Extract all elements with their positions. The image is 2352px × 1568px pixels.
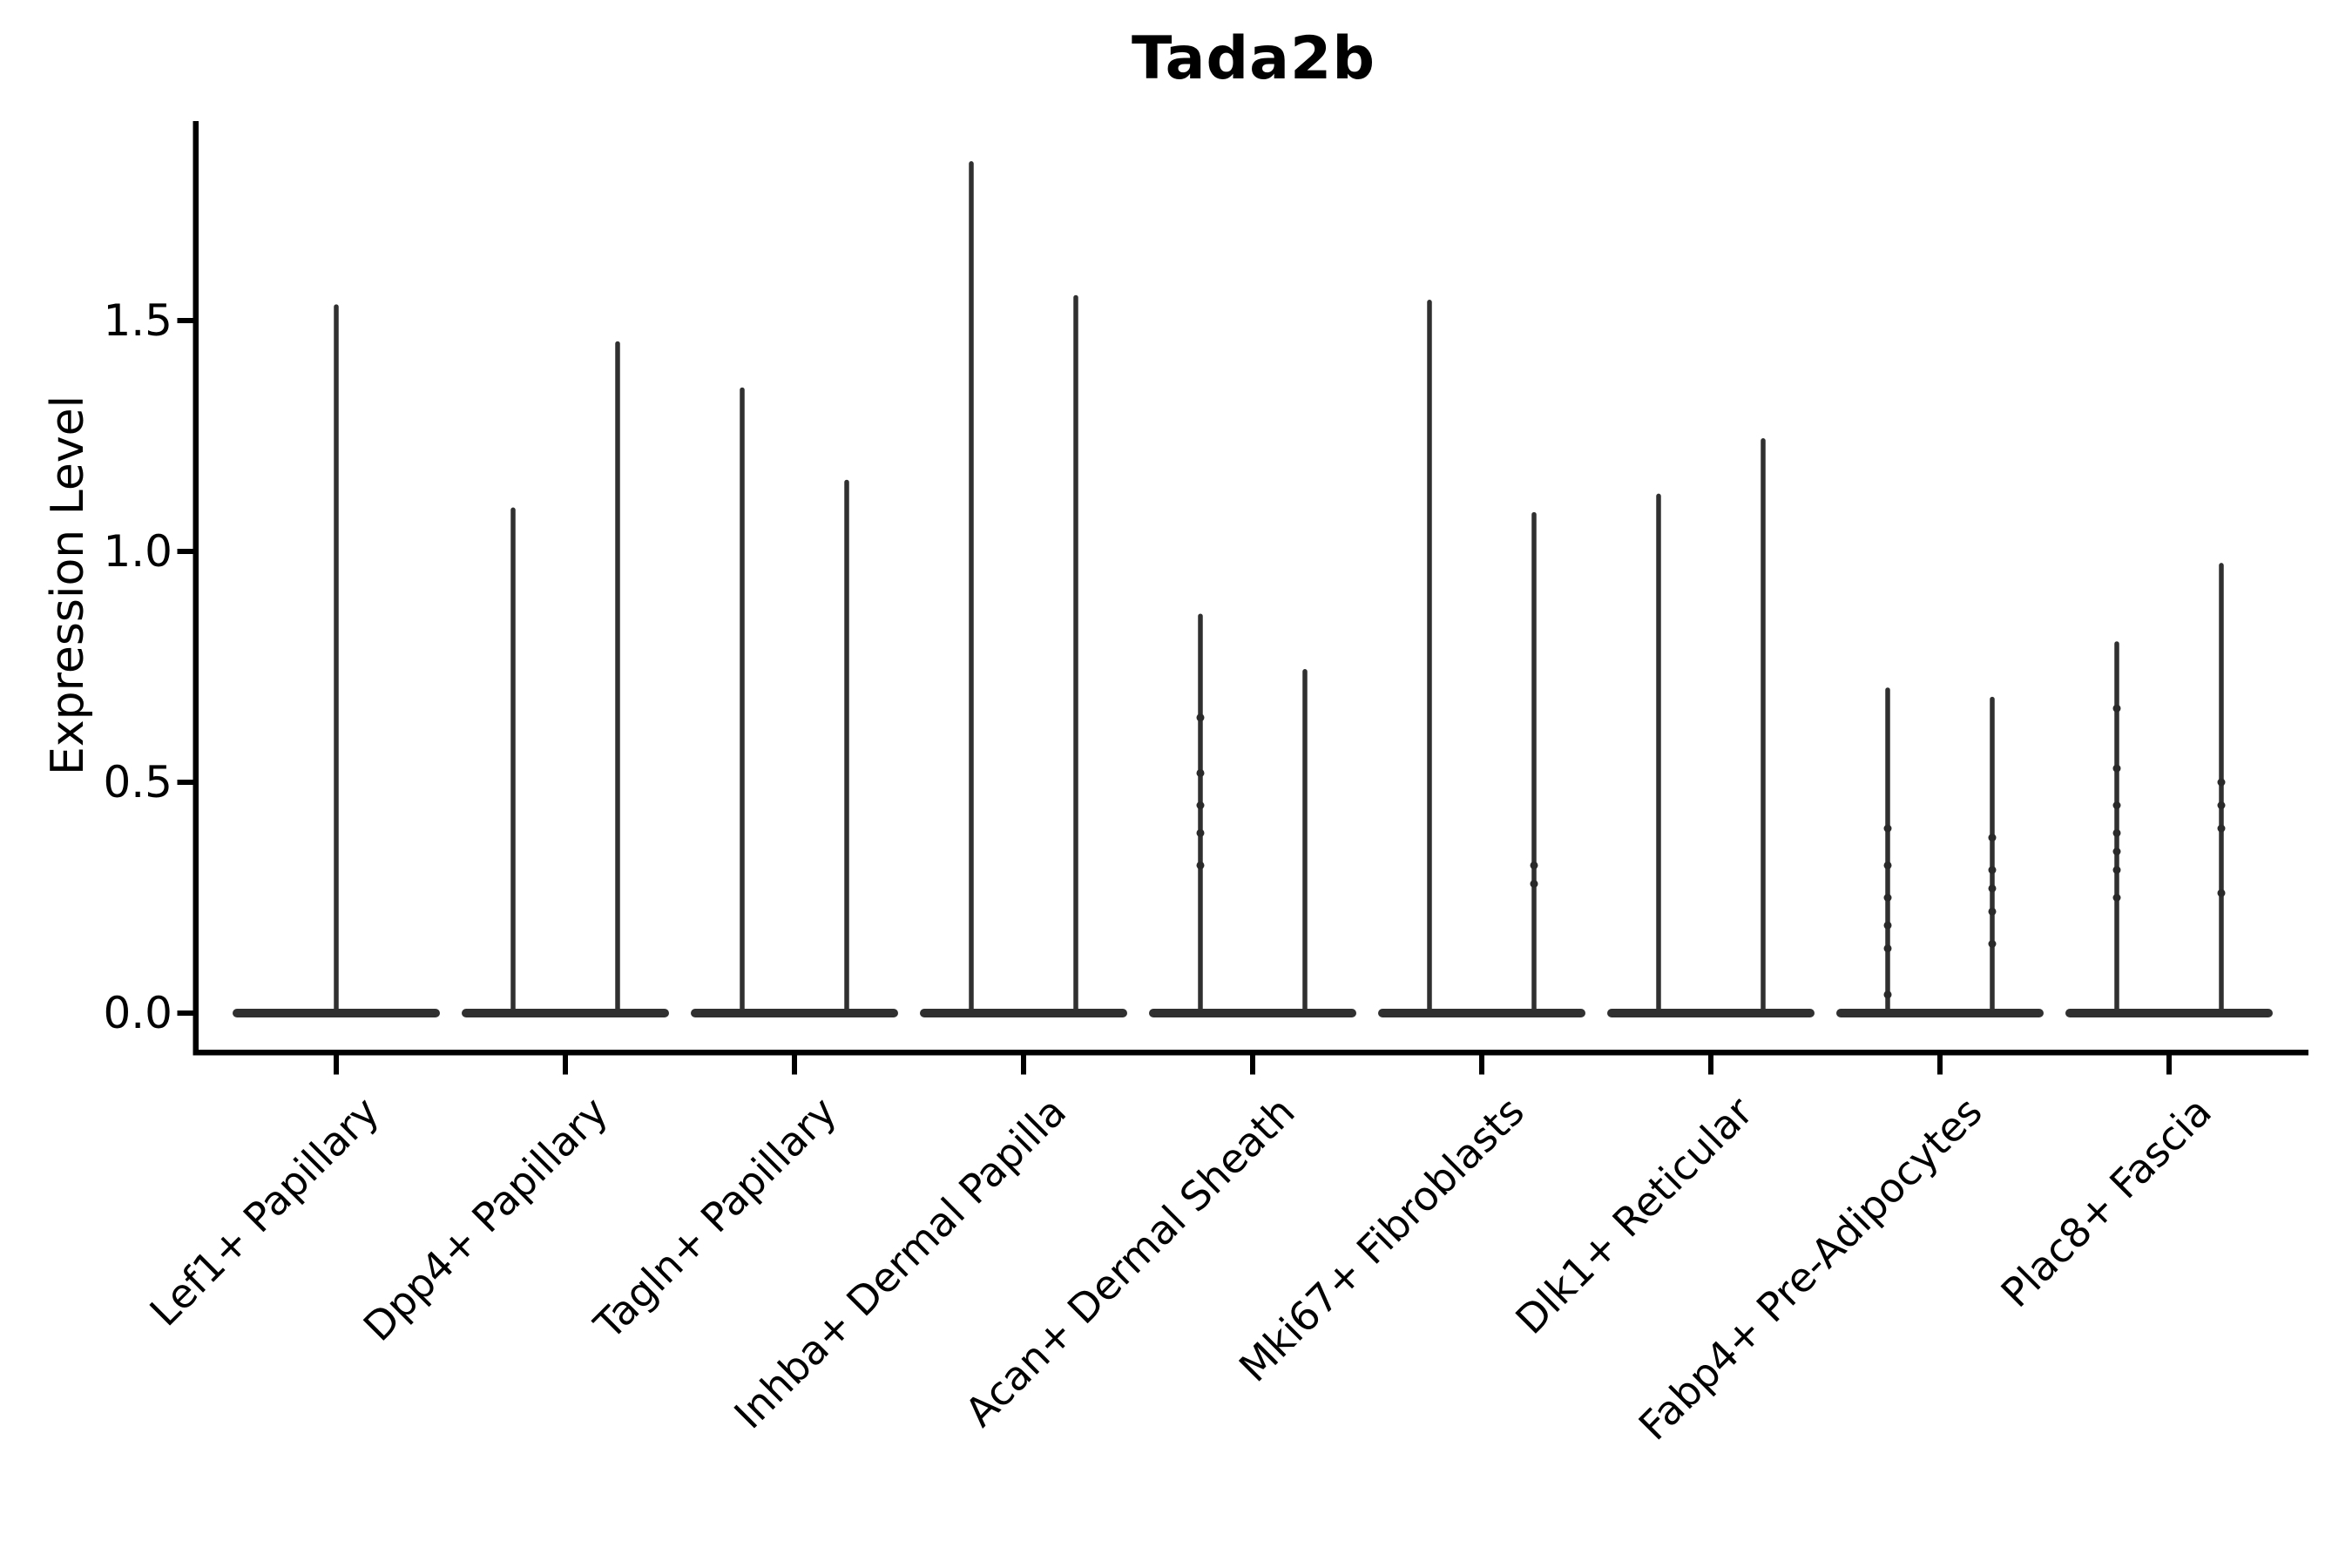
jitter-point	[1196, 861, 1205, 869]
jitter-point	[1883, 861, 1892, 869]
jitter-point	[1988, 884, 1997, 893]
jitter-point	[2217, 889, 2226, 897]
jitter-point	[2112, 848, 2121, 855]
x-tick-mark	[792, 1055, 797, 1075]
x-tick-mark	[1021, 1055, 1026, 1075]
x-tick-mark	[1250, 1055, 1255, 1075]
y-tick-label: 1.0	[103, 526, 172, 577]
violin-base	[462, 1009, 669, 1017]
jitter-point	[1988, 940, 1997, 948]
jitter-point	[1196, 801, 1205, 809]
jitter-point	[2217, 801, 2226, 809]
plot-title: Tada2b	[1131, 24, 1376, 93]
y-tick-mark	[177, 780, 193, 785]
y-tick-mark	[177, 318, 193, 323]
violin-base	[1149, 1009, 1356, 1017]
y-tick-mark	[177, 1010, 193, 1016]
jitter-point	[1988, 866, 1997, 875]
jitter-point	[1988, 907, 1997, 916]
jitter-point	[2217, 778, 2226, 787]
jitter-point	[1530, 861, 1538, 869]
x-tick-mark	[334, 1055, 339, 1075]
y-tick-label: 0.0	[103, 988, 172, 1038]
jitter-point	[2112, 828, 2121, 837]
jitter-point	[2112, 704, 2121, 713]
y-tick-label: 1.5	[103, 295, 172, 346]
jitter-point	[2112, 801, 2121, 809]
jitter-point	[1988, 834, 1997, 842]
violin-base	[2065, 1009, 2273, 1017]
jitter-point	[2112, 764, 2121, 773]
violin-base	[691, 1009, 898, 1017]
jitter-point	[1196, 768, 1205, 777]
x-axis-spine	[193, 1050, 2308, 1056]
y-tick-label: 0.5	[103, 757, 172, 808]
x-tick-mark	[2166, 1055, 2172, 1075]
jitter-point	[1883, 824, 1892, 833]
jitter-point	[1883, 990, 1892, 999]
y-axis-label: Expression Level	[42, 395, 94, 776]
jitter-point	[1883, 944, 1892, 953]
jitter-point	[2112, 894, 2121, 902]
violin-base	[1836, 1009, 2044, 1017]
x-tick-mark	[1708, 1055, 1713, 1075]
x-tick-mark	[563, 1055, 568, 1075]
y-axis-spine	[193, 121, 199, 1056]
jitter-point	[1883, 894, 1892, 902]
jitter-point	[1196, 713, 1205, 722]
jitter-point	[2112, 866, 2121, 875]
y-tick-mark	[177, 549, 193, 554]
jitter-point	[1196, 828, 1205, 837]
violin-base	[1378, 1009, 1585, 1017]
jitter-point	[1530, 880, 1538, 889]
violin-base	[920, 1009, 1127, 1017]
x-tick-mark	[1937, 1055, 1943, 1075]
jitter-point	[1883, 921, 1892, 929]
jitter-point	[2217, 824, 2226, 833]
x-tick-mark	[1479, 1055, 1484, 1075]
violin-base	[1607, 1009, 1815, 1017]
